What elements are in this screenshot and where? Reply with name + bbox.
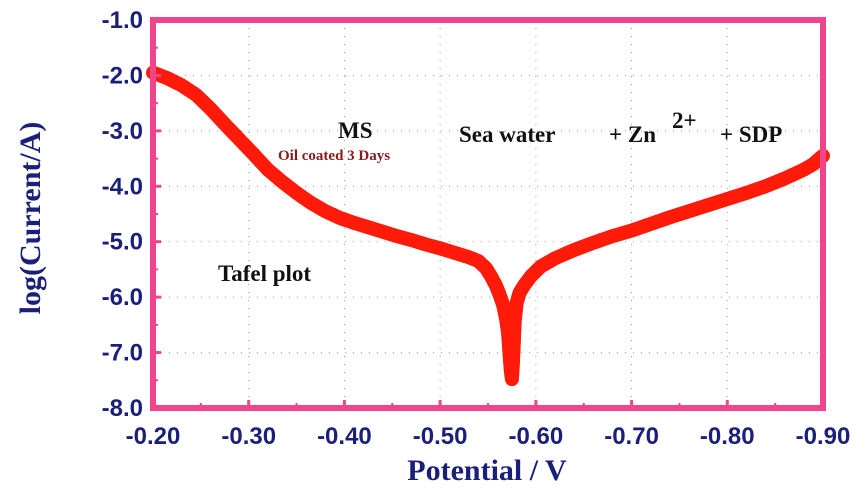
x-axis-title: Potential / V (407, 454, 567, 487)
annotation-additive2: + SDP (720, 122, 782, 147)
y-tick-label: -3.0 (102, 118, 143, 145)
y-tick-label: -1.0 (102, 7, 143, 34)
x-tick-label: -0.60 (509, 423, 564, 450)
y-tick-label: -6.0 (102, 284, 143, 311)
x-tick-label: -0.80 (700, 423, 755, 450)
y-tick-label: -7.0 (102, 340, 143, 367)
annotation-material: MS (338, 118, 373, 143)
annotation-additive1: + Zn (609, 122, 656, 147)
x-tick-labels: -0.20 -0.30 -0.40 -0.50 -0.60 -0.70 -0.80 -0.90 (126, 423, 851, 450)
annotation-medium: Sea water (459, 122, 555, 147)
x-tick-label: -0.90 (796, 423, 851, 450)
grid (153, 20, 823, 408)
data-series (146, 65, 830, 387)
x-tick-label: -0.30 (221, 423, 276, 450)
y-axis-title: log(Current/A) (14, 122, 47, 315)
y-tick-label: -4.0 (102, 173, 143, 200)
y-tick-label: -5.0 (102, 229, 143, 256)
annotation-plot-name: Tafel plot (218, 261, 311, 286)
annotation-coating: Oil coated 3 Days (278, 148, 390, 164)
y-tick-labels: -1.0 -2.0 -3.0 -4.0 -5.0 -6.0 -7.0 -8.0 (102, 7, 143, 422)
y-tick-label: -2.0 (102, 62, 143, 89)
plot-frame (150, 17, 826, 411)
tick-marks (151, 18, 825, 410)
x-tick-label: -0.70 (604, 423, 659, 450)
x-tick-label: -0.50 (413, 423, 468, 450)
x-tick-label: -0.40 (317, 423, 372, 450)
x-tick-label: -0.20 (126, 423, 181, 450)
annotation-additive1-superscript: 2+ (672, 108, 697, 133)
y-tick-label: -8.0 (102, 395, 143, 422)
